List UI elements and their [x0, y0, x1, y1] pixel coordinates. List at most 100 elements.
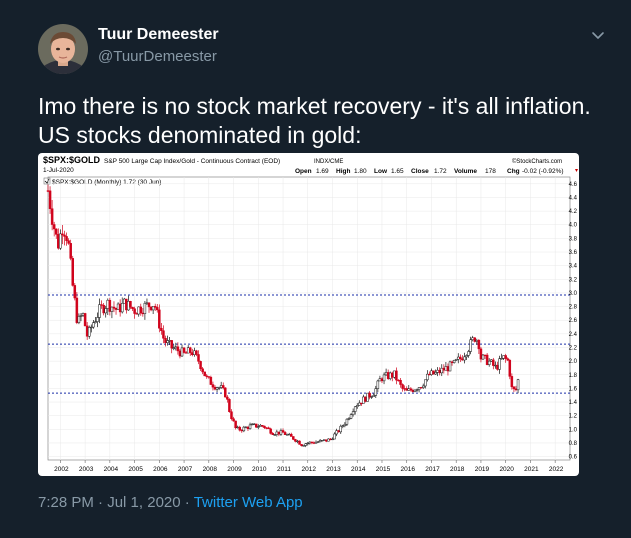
- candle-body: [151, 305, 155, 311]
- candle-body: [254, 423, 258, 428]
- candle-body: [331, 438, 334, 441]
- candle-body: [448, 361, 452, 372]
- candle-body: [176, 346, 180, 352]
- candle-body: [94, 321, 97, 323]
- tweet-source-link[interactable]: Twitter Web App: [193, 494, 303, 511]
- candles: [46, 184, 520, 448]
- candle-body: [59, 233, 62, 249]
- candle-body: [257, 426, 260, 428]
- candle-body: [343, 423, 347, 427]
- high-label: High: [336, 168, 350, 175]
- candle-body: [164, 338, 167, 343]
- candle-body: [215, 387, 219, 390]
- candle-body: [153, 305, 157, 308]
- candle-body: [353, 406, 357, 412]
- y-tick-label: 2.8: [569, 305, 578, 311]
- x-tick-label: 2021: [524, 466, 539, 473]
- candle-body: [261, 425, 264, 427]
- meta-separator: ·: [184, 494, 190, 511]
- candle-body: [193, 350, 196, 355]
- low-value: 1.65: [391, 168, 404, 175]
- candle-body: [312, 442, 316, 444]
- y-tick-label: 1.4: [569, 400, 578, 406]
- candle-body: [224, 387, 227, 398]
- candle-body: [461, 358, 464, 361]
- candle-body: [67, 240, 70, 244]
- candle-body: [337, 430, 340, 433]
- candle-body: [504, 355, 507, 359]
- candle-body: [384, 372, 388, 376]
- candle-body: [125, 298, 128, 311]
- x-tick-label: 2007: [178, 466, 193, 473]
- author-name[interactable]: Tuur Demeester: [98, 26, 219, 43]
- candle-body: [388, 372, 392, 379]
- candle-body: [318, 440, 322, 443]
- chart-image[interactable]: $SPX:$GOLD S&P 500 Large Cap Index/Gold …: [38, 153, 579, 476]
- candle-body: [380, 378, 384, 382]
- candle-body: [308, 441, 312, 444]
- candle-body: [52, 224, 56, 230]
- open-label: Open: [295, 168, 312, 175]
- candle-body: [189, 347, 192, 353]
- candle-body: [477, 340, 481, 350]
- candle-body: [432, 370, 435, 375]
- candle-body: [487, 360, 491, 365]
- candle-body: [98, 304, 101, 318]
- candle-body: [92, 322, 95, 328]
- candle-body: [285, 434, 289, 436]
- candle-body: [471, 337, 474, 341]
- candle-body: [376, 380, 380, 389]
- candle-body: [168, 340, 171, 342]
- x-tick-label: 2003: [79, 466, 94, 473]
- chart-exchange: INDX/CME: [314, 159, 343, 165]
- candle-body: [329, 438, 332, 441]
- candle-body: [248, 424, 252, 429]
- candle-body: [294, 439, 297, 442]
- candle-body: [182, 347, 186, 353]
- candle-body: [108, 299, 112, 312]
- open-value: 1.69: [316, 168, 329, 175]
- candle-body: [100, 304, 103, 306]
- candle-body: [141, 312, 145, 315]
- candle-body: [405, 388, 408, 391]
- candle-body: [283, 432, 287, 435]
- chg-value: -0.02 (-0.92%): [522, 168, 564, 175]
- tweet-date[interactable]: Jul 1, 2020: [107, 494, 181, 511]
- candle-body: [419, 387, 423, 389]
- candle-body: [421, 385, 425, 388]
- y-tick-label: 4.6: [569, 182, 578, 188]
- candle-body: [498, 358, 501, 370]
- tweet-menu-button[interactable]: [588, 28, 608, 44]
- avatar[interactable]: [38, 24, 88, 74]
- candle-body: [333, 433, 336, 440]
- candle-body: [160, 327, 163, 331]
- candle-body: [339, 425, 342, 433]
- horizontal-guide-lines: [48, 294, 570, 394]
- candle-body: [203, 371, 206, 377]
- candle-body: [263, 425, 266, 428]
- y-tick-label: 4.2: [569, 209, 578, 215]
- candle-body: [382, 374, 386, 382]
- candle-body: [467, 351, 470, 356]
- candle-body: [314, 441, 318, 444]
- chg-label: Chg: [507, 168, 520, 175]
- candle-body: [386, 372, 390, 379]
- tweet-time[interactable]: 7:28 PM: [38, 494, 94, 511]
- candle-body: [440, 367, 444, 374]
- candle-body: [304, 443, 307, 446]
- candle-body: [320, 439, 324, 442]
- candle-body: [114, 308, 118, 310]
- candle-body: [102, 304, 105, 314]
- y-axis-ticks: 0.6 0.8 1.0 1.2 1.4 1.6 1.8 2.0 2.2 2.4 2.6 2.8 3.0 3…: [569, 182, 578, 461]
- candle-body: [494, 364, 497, 367]
- candle-body: [127, 301, 130, 311]
- author-handle[interactable]: @TuurDemeester: [98, 48, 217, 65]
- candle-body: [71, 258, 74, 286]
- candle-body: [500, 358, 503, 360]
- plot-frame: [47, 176, 571, 461]
- candle-body: [434, 372, 437, 375]
- candle-body: [296, 440, 299, 443]
- candle-body: [265, 427, 268, 429]
- candle-body: [399, 379, 402, 385]
- candle-body: [409, 388, 413, 391]
